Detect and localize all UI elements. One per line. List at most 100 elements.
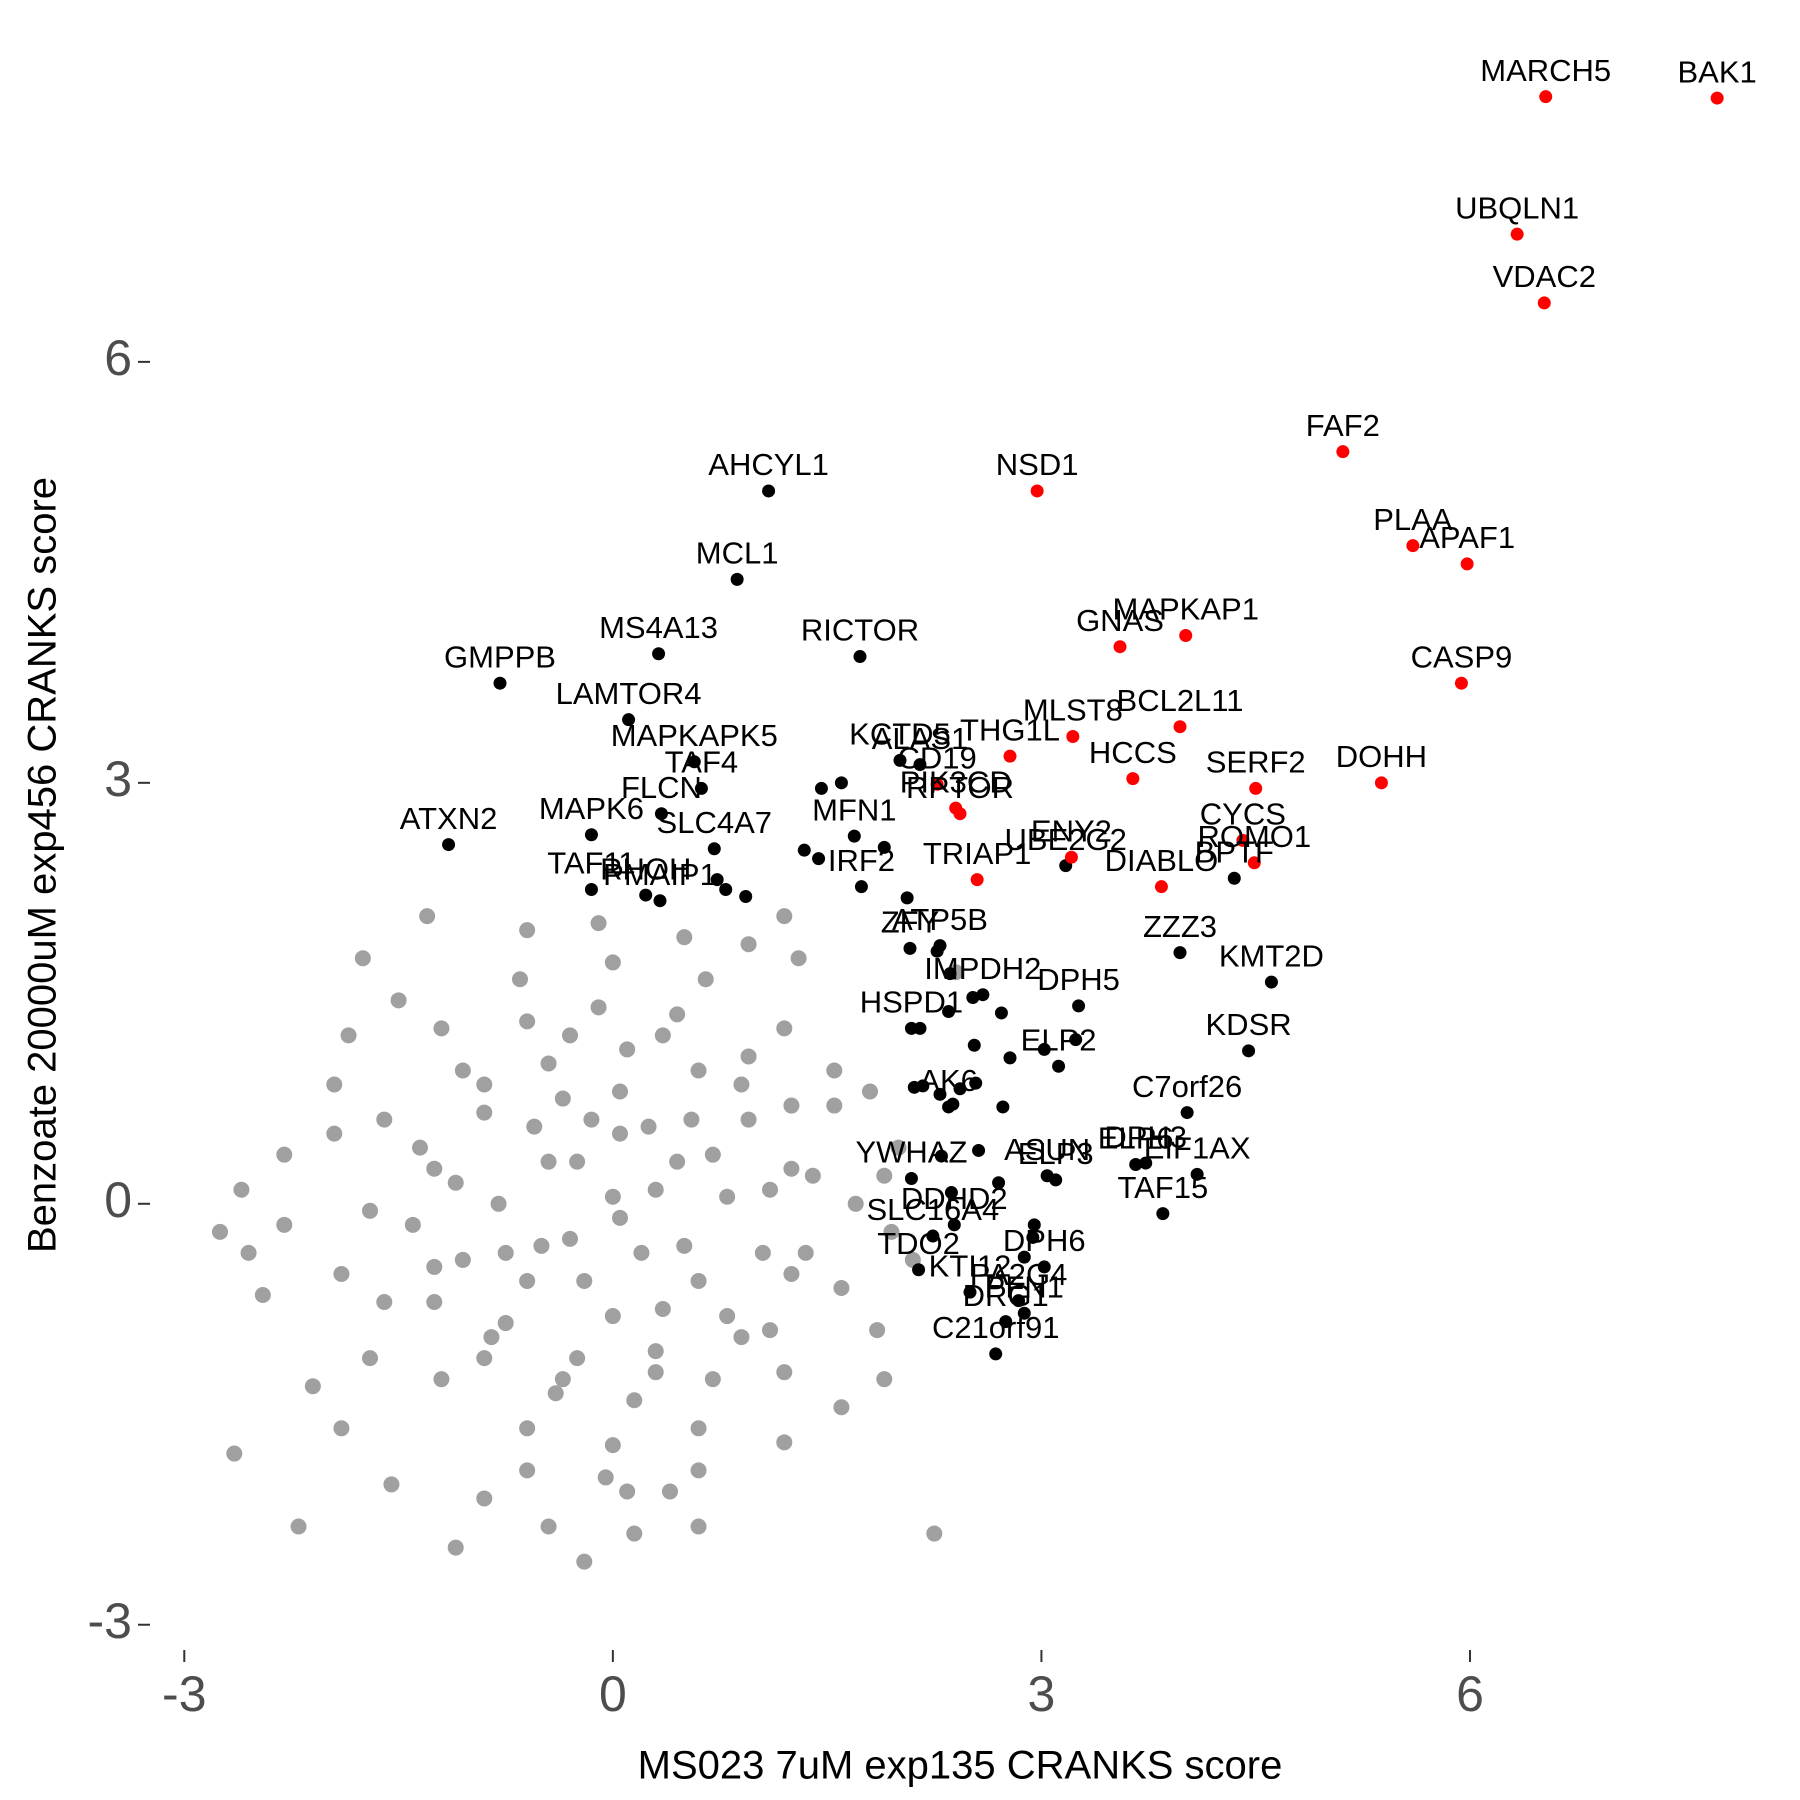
point: [963, 1285, 977, 1299]
point: [569, 1350, 586, 1367]
point: [604, 1308, 621, 1325]
point: [854, 880, 868, 894]
point: [900, 891, 914, 905]
point: [733, 1329, 750, 1346]
point-label: TRIAP1: [923, 836, 1032, 871]
point: [454, 1062, 471, 1079]
point-label: PA2G4: [970, 1257, 1068, 1292]
point: [1336, 445, 1350, 459]
point-label: THG1L: [960, 712, 1060, 747]
point: [304, 1378, 321, 1395]
point: [1154, 880, 1168, 894]
point: [1710, 91, 1724, 105]
point: [497, 1244, 514, 1261]
point: [419, 908, 436, 925]
point: [326, 1125, 343, 1142]
point: [1537, 296, 1551, 310]
point: [576, 1553, 593, 1570]
point: [519, 1420, 536, 1437]
point: [946, 1097, 960, 1111]
point-label: ALAS1: [872, 721, 969, 756]
point: [1406, 539, 1420, 553]
point: [1173, 720, 1187, 734]
point-label: MLST8: [1023, 693, 1123, 728]
point-label: HCCS: [1089, 735, 1177, 770]
y-tick-label: 0: [104, 1172, 132, 1228]
point: [1027, 1218, 1041, 1232]
point: [597, 1469, 614, 1486]
point: [1510, 227, 1524, 241]
point: [476, 1104, 493, 1121]
point: [554, 1090, 571, 1107]
point: [540, 1055, 557, 1072]
point: [1173, 946, 1187, 960]
point-label: TAF15: [1117, 1170, 1208, 1205]
point: [890, 1139, 907, 1156]
point: [683, 1111, 700, 1128]
point: [690, 1062, 707, 1079]
point: [383, 1476, 400, 1493]
point: [1454, 676, 1468, 690]
point: [376, 1294, 393, 1311]
point-label: PMAIP1: [603, 857, 717, 892]
y-tick-label: 6: [104, 330, 132, 386]
point: [354, 950, 371, 967]
point: [1066, 730, 1080, 744]
point: [1026, 1230, 1040, 1244]
point-label: PFN1: [985, 1269, 1064, 1304]
point: [730, 572, 744, 586]
point: [1539, 90, 1553, 104]
point: [834, 776, 848, 790]
point-label: SLC16A4: [866, 1192, 999, 1227]
point: [612, 1209, 628, 1226]
point: [454, 1251, 471, 1268]
point: [1374, 776, 1388, 790]
point-label: ROMO1: [1197, 819, 1311, 854]
point: [447, 1174, 464, 1191]
point: [930, 777, 944, 791]
point-label: SERF2: [1206, 745, 1306, 780]
point: [647, 1343, 664, 1360]
point-label: UBE2G2: [1005, 822, 1127, 857]
point-label: RHOH: [600, 851, 691, 886]
point-label: MAPKAPK5: [611, 718, 778, 753]
point: [869, 1322, 886, 1339]
point: [710, 873, 724, 887]
point: [903, 941, 917, 955]
point-label: RPTOR: [906, 770, 1014, 805]
point: [687, 755, 701, 769]
point: [740, 1048, 757, 1065]
point: [694, 781, 708, 795]
point: [662, 1483, 678, 1500]
point: [999, 1315, 1013, 1329]
point-label: TAF4: [665, 745, 739, 780]
point: [626, 1525, 643, 1542]
point: [512, 971, 528, 988]
point: [647, 1181, 664, 1198]
point: [776, 1434, 793, 1451]
point: [433, 1020, 450, 1037]
point: [604, 1437, 621, 1454]
point-label: FLCN: [621, 770, 702, 805]
point: [876, 1167, 893, 1184]
point: [404, 1216, 421, 1233]
point-label: NSD1: [996, 447, 1079, 482]
point: [826, 1097, 843, 1114]
point: [719, 1308, 736, 1325]
point: [583, 1111, 600, 1128]
point: [569, 1153, 586, 1170]
point: [376, 1111, 393, 1128]
point: [333, 1265, 350, 1282]
point: [776, 1020, 793, 1037]
point: [740, 1111, 757, 1128]
point: [619, 1483, 636, 1500]
point: [1012, 1294, 1026, 1308]
point: [1190, 1167, 1204, 1181]
point: [783, 1265, 800, 1282]
point: [826, 1062, 843, 1079]
point: [533, 1237, 550, 1254]
point: [719, 1188, 736, 1205]
point: [847, 1195, 864, 1212]
point: [562, 1230, 578, 1247]
